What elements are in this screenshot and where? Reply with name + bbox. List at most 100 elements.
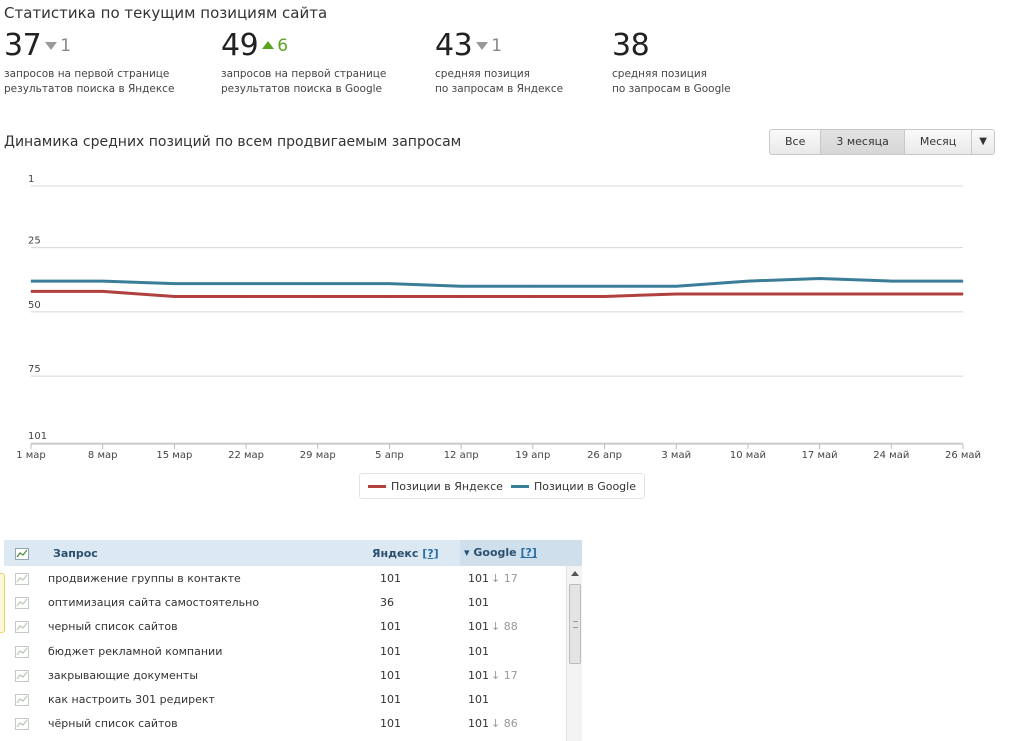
arrow-down-icon <box>45 42 58 50</box>
data-point <box>173 283 175 285</box>
x-tick-label: 10 май <box>730 450 766 461</box>
x-tick-label: 15 мар <box>156 450 192 461</box>
chart-icon-header[interactable] <box>4 547 40 560</box>
scroll-up-icon[interactable] <box>571 571 579 576</box>
data-point <box>460 296 462 298</box>
table-row[interactable]: черный список сайтов 101 101 ↓ 88 <box>4 615 582 639</box>
x-tick-label: 12 апр <box>444 450 479 461</box>
row-yandex-position: 101 <box>380 620 401 634</box>
series-line-google <box>31 277 963 288</box>
x-tick-label: 22 мар <box>228 450 264 461</box>
data-point <box>819 293 821 295</box>
stat-delta: 1 <box>45 36 71 56</box>
row-google-change: ↓ 17 <box>491 668 518 682</box>
row-yandex-position: 101 <box>380 693 401 707</box>
row-query: чёрный список сайтов <box>48 717 178 731</box>
legend-swatch <box>368 484 386 488</box>
row-chart-button[interactable] <box>4 693 40 707</box>
row-google-change: ↓ 86 <box>491 717 518 731</box>
row-google-change: ↓ 88 <box>491 620 518 634</box>
table-row[interactable]: как настроить 301 редирект 101 101 <box>4 687 582 711</box>
data-point <box>317 296 319 298</box>
row-google-position: 101 <box>468 644 489 658</box>
legend-item-yandex[interactable]: Позиции в Яндексе <box>368 480 503 493</box>
row-chart-button[interactable] <box>4 645 40 658</box>
data-point <box>819 278 821 280</box>
data-point <box>890 293 892 295</box>
row-google-position: 101 ↓ 17 <box>468 668 518 682</box>
data-point <box>102 280 104 282</box>
row-google-change: ↓ 17 <box>491 571 518 585</box>
y-tick-label: 101 <box>28 431 47 442</box>
column-yandex[interactable]: Яндекс [?] <box>372 546 439 560</box>
range-3-months-button[interactable]: 3 месяца <box>821 130 905 154</box>
data-point <box>890 280 892 282</box>
data-point <box>388 296 390 298</box>
row-chart-button[interactable] <box>4 669 40 682</box>
arrow-down-icon <box>476 42 489 50</box>
x-tick-label: 24 май <box>873 450 909 461</box>
scroll-thumb[interactable] <box>569 584 581 664</box>
column-query[interactable]: Запрос <box>53 546 98 560</box>
legend-swatch <box>510 484 529 488</box>
table-header: Запрос Яндекс [?] ▾ Google [?] <box>4 540 582 566</box>
table-row[interactable]: чёрный список сайтов 101 101 ↓ 86 <box>4 712 582 736</box>
side-tab[interactable] <box>0 573 5 633</box>
row-query: как настроить 301 редирект <box>48 693 215 707</box>
legend-item-google[interactable]: Позиции в Google <box>510 480 636 493</box>
row-google-position: 101 <box>468 693 489 707</box>
x-tick-label: 3 май <box>661 450 691 461</box>
row-google-position: 101 <box>468 595 489 609</box>
data-point <box>245 283 247 285</box>
row-query: продвижение группы в контакте <box>48 571 241 585</box>
row-query: закрывающие документы <box>48 668 198 682</box>
page-title: Статистика по текущим позициям сайта <box>4 4 328 22</box>
range-dropdown-button[interactable]: ▼ <box>979 136 987 147</box>
data-point <box>604 285 606 287</box>
data-point <box>388 283 390 285</box>
series-line-yandex <box>31 289 963 299</box>
data-point <box>604 296 606 298</box>
range-month-button[interactable]: Месяц <box>905 130 973 154</box>
x-tick-label: 8 мар <box>88 450 118 461</box>
y-tick-label: 50 <box>28 300 41 311</box>
table-row[interactable]: бюджет рекламной компании 101 101 <box>4 639 582 663</box>
chart-icon <box>15 694 29 707</box>
stat-google-first-page: 49 6 запросов на первой странице результат… <box>221 28 387 96</box>
range-selector: Все 3 месяца Месяц ▼ <box>769 129 995 155</box>
chart-icon <box>15 572 29 585</box>
row-google-position: 101 ↓ 17 <box>468 571 518 585</box>
table-row[interactable]: закрывающие документы 101 101 ↓ 17 <box>4 663 582 687</box>
data-point <box>962 293 964 295</box>
data-point <box>532 285 534 287</box>
yandex-help-link[interactable]: [?] <box>422 546 439 560</box>
row-chart-button[interactable] <box>4 717 40 731</box>
row-chart-button[interactable] <box>4 620 40 634</box>
x-tick-label: 19 апр <box>515 450 550 461</box>
data-point <box>532 296 534 298</box>
data-point <box>317 283 319 285</box>
stat-value: 43 <box>435 28 473 63</box>
data-point <box>245 296 247 298</box>
column-google[interactable]: ▾ Google [?] <box>460 540 582 566</box>
range-all-button[interactable]: Все <box>770 130 822 154</box>
chart-legend: Позиции в Яндексе Позиции в Google <box>359 473 645 499</box>
y-tick-label: 1 <box>28 174 34 185</box>
row-chart-button[interactable] <box>4 596 40 609</box>
y-tick-label: 25 <box>28 236 41 247</box>
row-chart-button[interactable] <box>4 572 40 585</box>
chart-icon <box>15 547 29 560</box>
stat-value: 37 <box>4 28 42 63</box>
chart-icon <box>15 621 29 634</box>
table-row[interactable]: оптимизация сайта самостоятельно 36 101 <box>4 590 582 614</box>
data-point <box>747 293 749 295</box>
table-row[interactable]: продвижение группы в контакте 101 101 ↓ 17 <box>4 566 582 590</box>
chart-icon <box>15 645 29 658</box>
sort-desc-icon: ▾ <box>464 546 470 559</box>
row-yandex-position: 101 <box>380 668 401 682</box>
data-point <box>102 290 104 292</box>
data-point <box>747 280 749 282</box>
queries-table: Запрос Яндекс [?] ▾ Google [?] продвижен… <box>4 540 582 741</box>
google-help-link[interactable]: [?] <box>520 546 537 559</box>
table-scrollbar[interactable] <box>566 566 582 741</box>
